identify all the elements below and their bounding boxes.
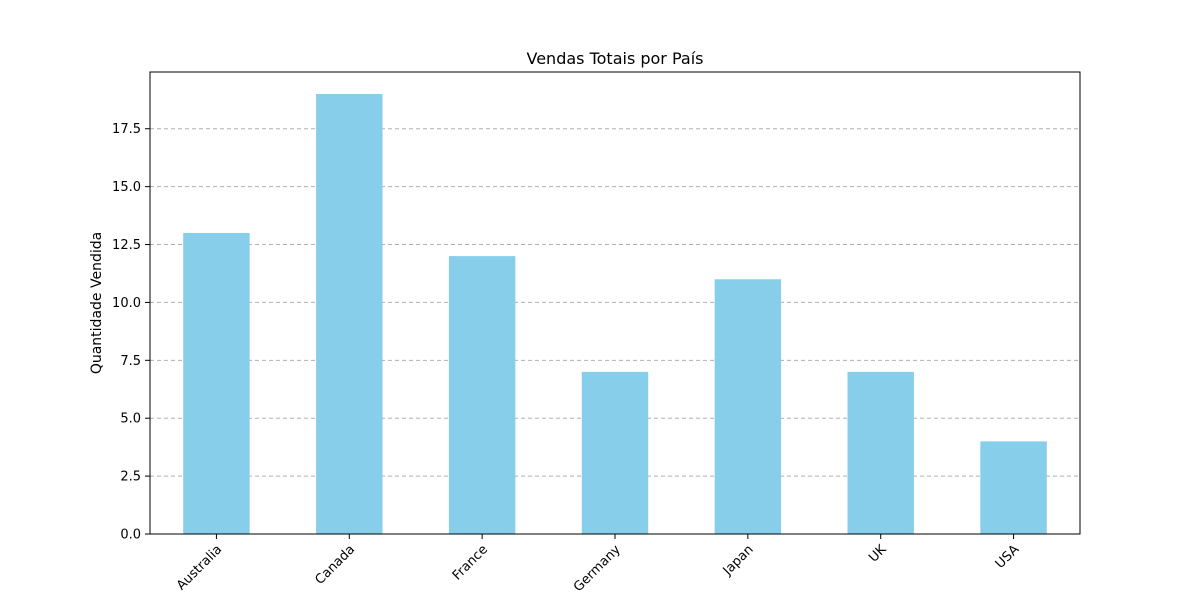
y-axis-title: Quantidade Vendida bbox=[89, 232, 105, 374]
x-tick-label: France bbox=[450, 542, 491, 583]
bar-japan bbox=[714, 279, 782, 534]
plot-frame bbox=[149, 71, 1081, 535]
bar-france bbox=[448, 256, 516, 534]
y-tick-label: 5.0 bbox=[120, 412, 141, 427]
x-tick-label: Germany bbox=[571, 542, 624, 595]
y-tick-label: 0.0 bbox=[120, 528, 141, 543]
y-tick-label: 17.5 bbox=[112, 122, 141, 137]
bar-germany bbox=[581, 371, 649, 534]
x-axis-ticks: Australia Canada France Germany Japan UK USA bbox=[174, 534, 1022, 595]
bar-uk bbox=[847, 371, 914, 534]
chart-title: Vendas Totais por País bbox=[527, 49, 704, 68]
x-tick-label: Australia bbox=[174, 542, 225, 593]
y-tick-label: 15.0 bbox=[112, 180, 141, 195]
bar-usa bbox=[980, 441, 1047, 534]
x-tick-label: USA bbox=[993, 542, 1023, 572]
y-tick-label: 12.5 bbox=[112, 238, 141, 253]
x-tick-label: Japan bbox=[720, 542, 757, 579]
y-tick-label: 7.5 bbox=[120, 354, 141, 369]
x-tick-label: UK bbox=[866, 542, 890, 566]
bars bbox=[183, 94, 1047, 534]
y-tick-label: 10.0 bbox=[112, 296, 141, 311]
bar-canada bbox=[316, 94, 383, 534]
bar-australia bbox=[183, 232, 250, 534]
x-tick-label: Canada bbox=[313, 542, 359, 588]
y-tick-label: 2.5 bbox=[120, 470, 141, 485]
y-axis-ticks: 0.0 2.5 5.0 7.5 10.0 12.5 15.0 17.5 bbox=[112, 122, 150, 543]
